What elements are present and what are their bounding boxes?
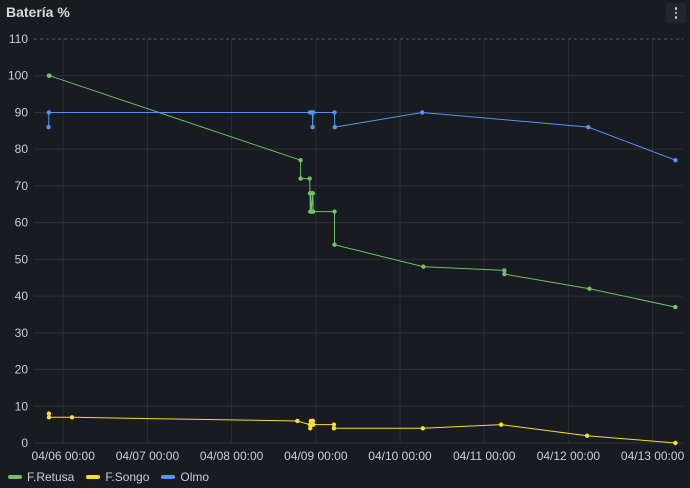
data-point — [310, 110, 316, 115]
legend-label: F.Songo — [105, 470, 150, 484]
data-point — [308, 426, 313, 431]
data-point — [421, 264, 426, 269]
panel-header: Batería % — [0, 0, 690, 30]
data-point — [502, 268, 507, 273]
panel-menu-button[interactable] — [666, 3, 686, 23]
kebab-menu-icon — [674, 7, 678, 19]
legend-swatch — [86, 475, 101, 479]
data-point — [587, 286, 592, 291]
data-point — [584, 433, 590, 438]
data-point — [295, 418, 300, 424]
data-point — [331, 422, 337, 427]
data-point — [310, 124, 315, 130]
data-point — [69, 415, 75, 420]
data-point — [307, 176, 312, 181]
data-point — [673, 440, 678, 446]
data-point — [420, 110, 425, 115]
data-point — [46, 124, 51, 130]
series-line-f-retusa — [48, 75, 676, 308]
data-point — [332, 242, 337, 247]
panel-title: Batería % — [6, 4, 70, 20]
data-point — [332, 110, 337, 115]
y-tick-label: 70 — [15, 179, 29, 193]
data-point — [673, 158, 678, 163]
data-point — [332, 124, 338, 130]
x-tick-label: 04/07 00:00 — [116, 449, 180, 463]
legend-item[interactable]: F.Retusa — [8, 470, 74, 484]
data-point — [310, 418, 316, 424]
y-tick-label: 100 — [8, 69, 28, 83]
series-line-olmo — [48, 111, 676, 161]
data-point — [46, 411, 52, 416]
legend-label: F.Retusa — [27, 470, 75, 484]
data-point — [502, 271, 507, 277]
legend-swatch — [8, 475, 22, 479]
x-tick-label: 04/11 00:00 — [453, 449, 516, 463]
x-tick-label: 04/13 00:00 — [621, 449, 685, 463]
data-point — [498, 422, 504, 427]
y-tick-label: 0 — [21, 436, 28, 450]
y-tick-label: 60 — [15, 216, 29, 230]
data-point — [298, 158, 303, 163]
data-point — [673, 304, 678, 310]
x-tick-label: 04/10 00:00 — [368, 449, 432, 463]
data-point — [310, 191, 316, 196]
legend-label: Olmo — [180, 470, 210, 484]
series-line-f-songo — [48, 413, 676, 444]
data-point — [298, 176, 303, 181]
data-point — [46, 415, 52, 420]
chart-legend: F.Retusa F.Songo Olmo — [8, 470, 209, 484]
legend-swatch — [161, 475, 176, 479]
data-point — [47, 73, 52, 78]
data-point — [46, 110, 52, 115]
x-tick-label: 04/12 00:00 — [537, 449, 601, 463]
y-tick-label: 20 — [15, 363, 29, 377]
legend-item[interactable]: Olmo — [161, 470, 209, 484]
data-point — [586, 124, 591, 130]
data-point — [310, 422, 316, 427]
x-tick-label: 04/08 00:00 — [200, 449, 264, 463]
data-point — [331, 426, 337, 431]
y-tick-label: 40 — [15, 289, 29, 303]
y-tick-label: 10 — [15, 399, 29, 413]
data-point — [420, 426, 426, 431]
y-tick-label: 50 — [15, 252, 29, 266]
y-tick-label: 80 — [15, 142, 29, 156]
data-point — [310, 209, 316, 214]
legend-item[interactable]: F.Songo — [86, 470, 149, 484]
x-tick-label: 04/06 00:00 — [32, 449, 96, 463]
x-tick-label: 04/09 00:00 — [284, 449, 348, 463]
y-tick-label: 90 — [15, 105, 29, 119]
y-tick-label: 30 — [15, 326, 29, 340]
data-point — [332, 209, 337, 214]
y-tick-label: 110 — [9, 32, 28, 46]
